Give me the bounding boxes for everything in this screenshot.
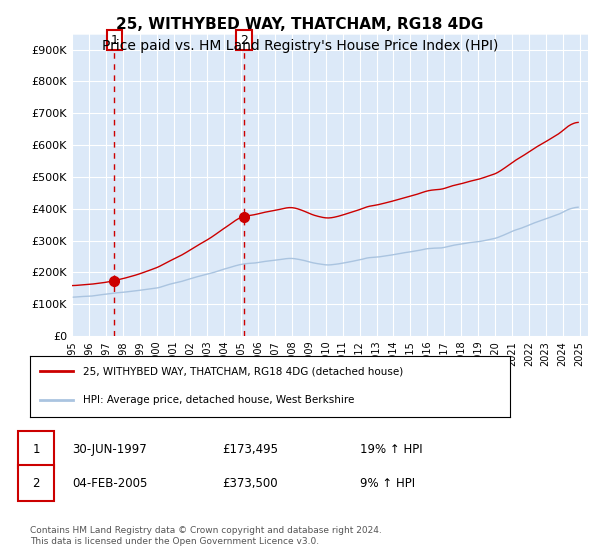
Text: 1: 1 xyxy=(110,34,118,46)
Text: 19% ↑ HPI: 19% ↑ HPI xyxy=(360,443,422,456)
Text: 2: 2 xyxy=(240,34,248,46)
Text: Price paid vs. HM Land Registry's House Price Index (HPI): Price paid vs. HM Land Registry's House … xyxy=(102,39,498,53)
Text: £173,495: £173,495 xyxy=(222,443,278,456)
Text: 1: 1 xyxy=(32,443,40,456)
Text: 25, WITHYBED WAY, THATCHAM, RG18 4DG (detached house): 25, WITHYBED WAY, THATCHAM, RG18 4DG (de… xyxy=(83,366,403,376)
Text: 30-JUN-1997: 30-JUN-1997 xyxy=(72,443,147,456)
FancyBboxPatch shape xyxy=(18,465,54,501)
Text: £373,500: £373,500 xyxy=(222,477,278,490)
Text: Contains HM Land Registry data © Crown copyright and database right 2024.
This d: Contains HM Land Registry data © Crown c… xyxy=(30,526,382,546)
Text: 9% ↑ HPI: 9% ↑ HPI xyxy=(360,477,415,490)
Text: 2: 2 xyxy=(32,477,40,490)
Text: 25, WITHYBED WAY, THATCHAM, RG18 4DG: 25, WITHYBED WAY, THATCHAM, RG18 4DG xyxy=(116,17,484,32)
Text: 04-FEB-2005: 04-FEB-2005 xyxy=(72,477,148,490)
FancyBboxPatch shape xyxy=(18,431,54,468)
Text: HPI: Average price, detached house, West Berkshire: HPI: Average price, detached house, West… xyxy=(83,395,354,405)
